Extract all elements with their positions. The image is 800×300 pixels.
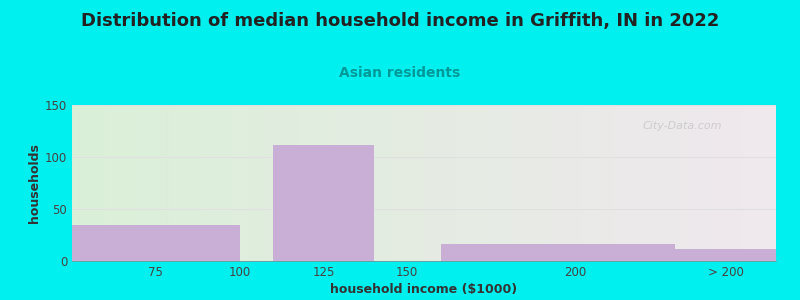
Bar (72, 225, 240, 261)
Text: Distribution of median household income in Griffith, IN in 2022: Distribution of median household income … (81, 12, 719, 30)
Text: City-Data.com: City-Data.com (642, 121, 722, 130)
Text: Asian residents: Asian residents (339, 66, 461, 80)
Bar (675, 248, 776, 261)
Bar (273, 145, 374, 261)
Bar (441, 244, 675, 261)
Y-axis label: households: households (28, 143, 41, 223)
X-axis label: household income ($1000): household income ($1000) (330, 283, 518, 296)
